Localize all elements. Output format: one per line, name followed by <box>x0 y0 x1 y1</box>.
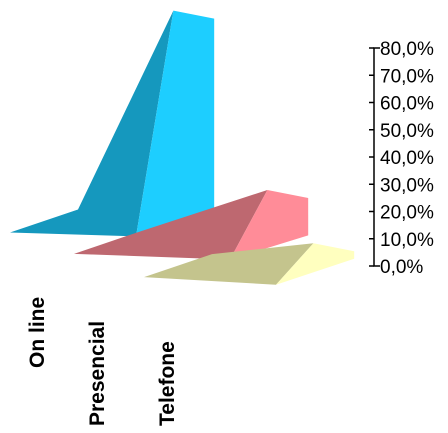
y-tick-label: 60,0% <box>380 94 434 115</box>
series-ribbon <box>74 189 309 260</box>
y-tick-label: 70,0% <box>380 66 434 87</box>
ribbon-side-face <box>136 10 215 237</box>
y-tick-label: 50,0% <box>380 121 434 142</box>
series-label: Presencial <box>86 321 109 426</box>
series-ribbon <box>10 10 215 237</box>
y-tick-label: 20,0% <box>380 203 434 224</box>
y-tick-label: 80,0% <box>380 39 434 60</box>
y-tick-label: 0,0% <box>380 257 423 278</box>
ribbon-side-face <box>276 243 355 285</box>
ribbon-top-face <box>74 189 268 260</box>
value-axis: 80,0% 70,0% 60,0% 50,0% 40,0% 30,0% 20,0% 10,0%… <box>369 39 434 278</box>
series-ribbon <box>144 243 355 285</box>
series-labels: On line Presencial Telefone <box>26 297 179 426</box>
y-tick-label: 30,0% <box>380 175 434 196</box>
ribbon-top-face <box>144 243 314 285</box>
ribbon-side-face <box>230 189 309 260</box>
y-tick-label: 10,0% <box>380 230 434 251</box>
ribbon-top-face <box>10 10 174 237</box>
series-label: On line <box>26 297 49 368</box>
series-label: Telefone <box>156 341 179 426</box>
y-tick-label: 40,0% <box>380 148 434 169</box>
series-ribbons <box>10 10 355 285</box>
